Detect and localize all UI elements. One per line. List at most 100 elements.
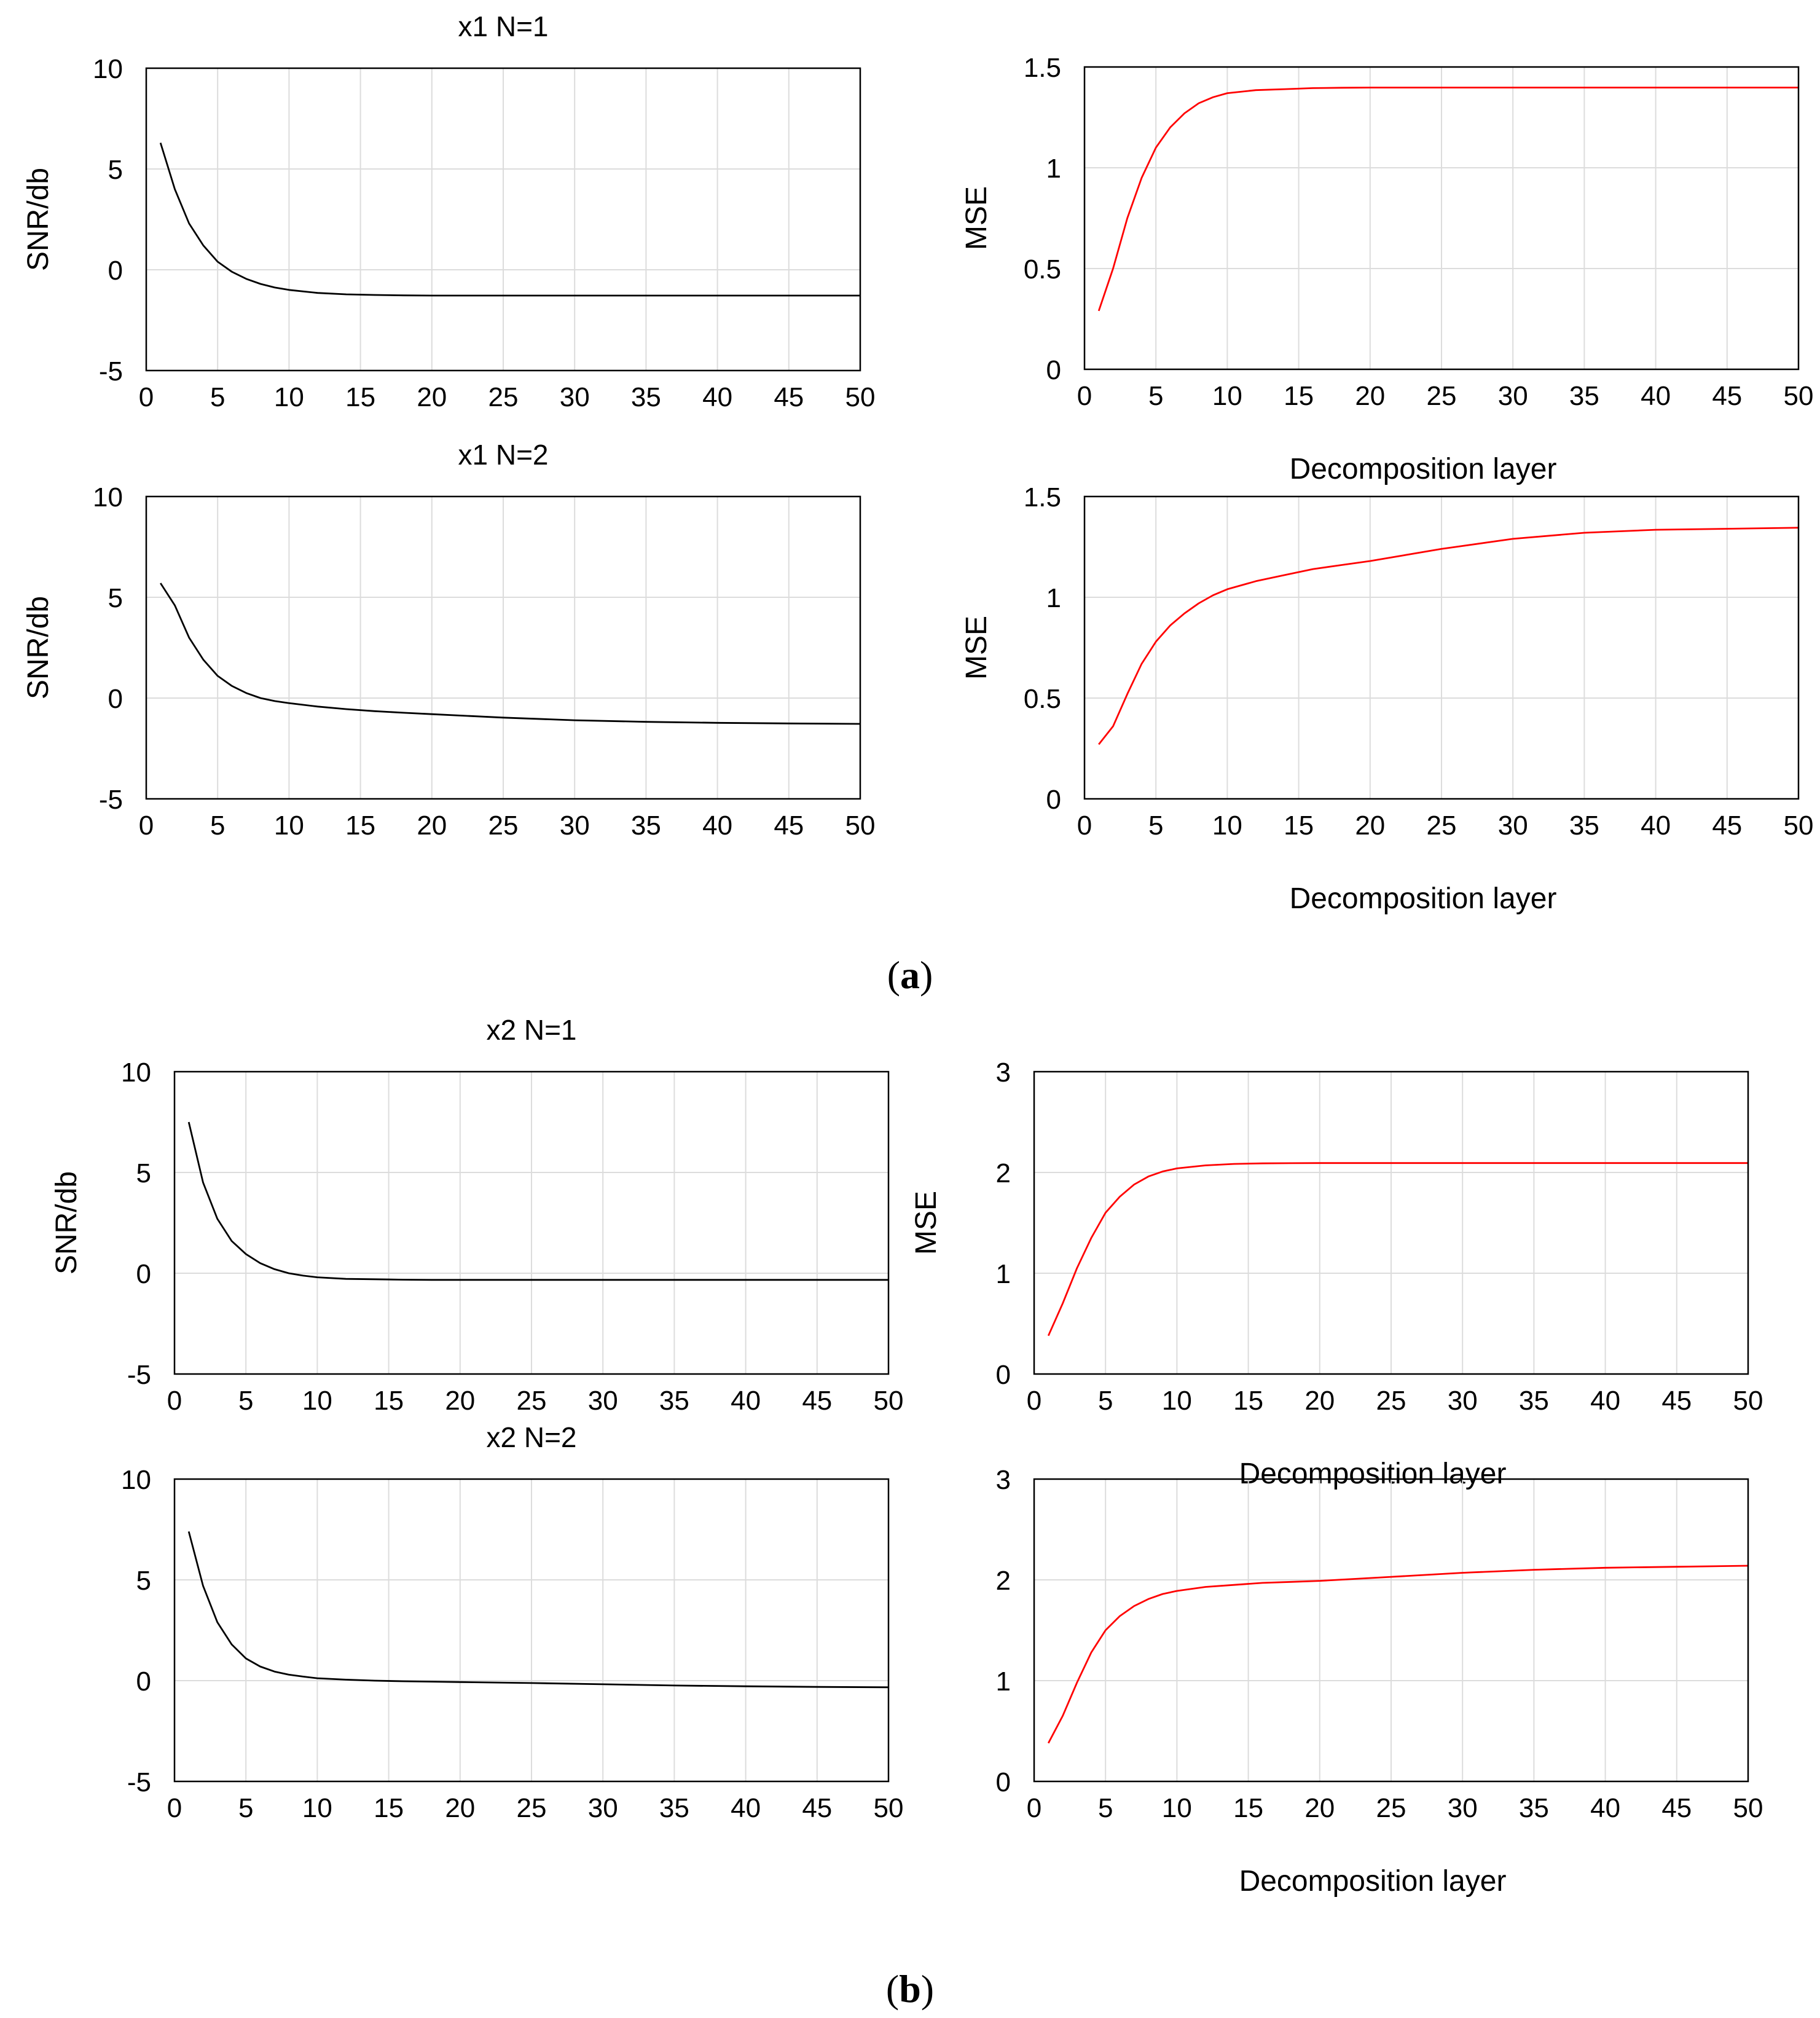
x-tick-label: 40 (731, 1386, 761, 1416)
y-tick-label: 10 (93, 54, 123, 84)
y-tick-label: 0 (1046, 785, 1061, 815)
y-tick-label: 0 (996, 1360, 1011, 1390)
y-tick-label: 2 (996, 1566, 1011, 1596)
chart-x1-n2-mse: 0 5 10 15 20 25 30 35 40 45 50 0 0.5 1 1.5 MSE Decomposi… (960, 482, 1813, 915)
x-tick-label: 10 (1162, 1793, 1192, 1823)
y-tick-label: 2 (996, 1158, 1011, 1188)
chart-title: x2 N=1 (486, 1014, 576, 1046)
plot-frame (145, 67, 861, 372)
y-tick-label: 0 (136, 1259, 151, 1289)
x-tick-label: 50 (1784, 381, 1814, 411)
chart-title: x1 N=2 (458, 439, 548, 471)
x-tick-label: 0 (1027, 1793, 1041, 1823)
x-tick-label: 30 (1498, 811, 1528, 841)
x-axis-title: Decomposition layer (1290, 453, 1557, 485)
x-tick-label: 40 (702, 382, 732, 412)
x-tick-label: 15 (345, 811, 375, 841)
chart-x1-n1-snr: 0 5 10 15 20 25 30 35 40 45 50 -5 0 5 10 x1 N=1 SNR/db (22, 10, 875, 412)
plot-frame (145, 495, 861, 800)
x-tick-label: 0 (167, 1386, 182, 1416)
x-tick-label: 20 (1355, 381, 1385, 411)
x-tick-label: 0 (167, 1793, 182, 1823)
y-axis-title: MSE (910, 1191, 943, 1255)
x-tick-label: 20 (1304, 1386, 1335, 1416)
x-tick-label: 25 (1376, 1793, 1406, 1823)
y-tick-label: 1 (996, 1259, 1011, 1289)
x-tick-label: 40 (1590, 1793, 1620, 1823)
x-tick-label: 45 (802, 1386, 832, 1416)
x-tick-label: 0 (1077, 811, 1092, 841)
x-tick-label: 30 (588, 1793, 618, 1823)
plot-frame (1083, 495, 1800, 800)
x-tick-label: 5 (1148, 811, 1163, 841)
series-line-mse (1098, 527, 1799, 745)
x-tick-label: 40 (1641, 381, 1671, 411)
x-tick-label: 5 (210, 382, 225, 412)
x-tick-label: 35 (1519, 1386, 1549, 1416)
x-tick-label: 5 (1148, 381, 1163, 411)
y-tick-label: 1 (996, 1667, 1011, 1697)
x-tick-label: 30 (560, 811, 590, 841)
x-tick-label: 10 (274, 382, 304, 412)
y-tick-label: 10 (121, 1058, 151, 1088)
x-tick-label: 10 (1212, 381, 1242, 411)
y-tick-label: 0 (108, 256, 123, 286)
chart-x2-n2-mse: 0 5 10 15 20 25 30 35 40 45 50 0 1 2 3 Decomposition la… (996, 1465, 1763, 1898)
x-tick-label: 20 (1355, 811, 1385, 841)
x-tick-label: 5 (1098, 1793, 1113, 1823)
x-tick-label: 15 (1284, 811, 1314, 841)
x-tick-label: 10 (302, 1386, 332, 1416)
x-axis-title: Decomposition layer (1290, 882, 1557, 915)
x-tick-label: 25 (1427, 381, 1457, 411)
x-tick-label: 15 (1233, 1793, 1263, 1823)
x-tick-label: 35 (659, 1386, 689, 1416)
series-line-snr (159, 142, 860, 297)
x-tick-label: 10 (274, 811, 304, 841)
y-tick-label: -5 (127, 1360, 151, 1390)
y-tick-label: 3 (996, 1465, 1011, 1495)
x-tick-label: 15 (345, 382, 375, 412)
panel-caption-a: (a) (887, 953, 933, 997)
x-tick-label: 35 (631, 382, 661, 412)
x-tick-label: 25 (1427, 811, 1457, 841)
x-tick-label: 10 (302, 1793, 332, 1823)
x-tick-label: 40 (1641, 811, 1671, 841)
x-tick-label: 45 (1661, 1793, 1692, 1823)
x-tick-label: 35 (1569, 811, 1599, 841)
x-tick-label: 30 (1448, 1386, 1478, 1416)
y-axis-title: MSE (960, 616, 993, 680)
y-tick-label: 1 (1046, 583, 1061, 613)
x-tick-label: 40 (1590, 1386, 1620, 1416)
y-tick-label: 0 (136, 1667, 151, 1697)
y-tick-label: 5 (136, 1158, 151, 1188)
x-tick-label: 15 (374, 1386, 404, 1416)
y-axis-title: SNR/db (50, 1171, 83, 1274)
x-tick-label: 25 (517, 1793, 547, 1823)
x-tick-label: 45 (1712, 811, 1742, 841)
y-tick-label: -5 (127, 1767, 151, 1797)
y-tick-label: 0.5 (1024, 684, 1061, 714)
series-line-mse (1047, 1162, 1748, 1337)
x-tick-label: 35 (659, 1793, 689, 1823)
y-tick-label: 10 (93, 482, 123, 512)
x-tick-label: 50 (845, 382, 876, 412)
x-tick-label: 50 (1733, 1386, 1763, 1416)
x-tick-label: 35 (1569, 381, 1599, 411)
x-tick-label: 40 (702, 811, 732, 841)
x-tick-label: 30 (560, 382, 590, 412)
x-tick-label: 45 (1712, 381, 1742, 411)
y-tick-label: 0 (996, 1767, 1011, 1797)
x-tick-label: 5 (210, 811, 225, 841)
x-tick-label: 0 (139, 382, 154, 412)
x-tick-label: 20 (417, 811, 447, 841)
y-axis-title: MSE (960, 186, 993, 250)
x-tick-label: 50 (874, 1793, 904, 1823)
x-tick-label: 5 (238, 1793, 253, 1823)
plot-frame (1033, 1070, 1749, 1375)
x-tick-label: 0 (1027, 1386, 1041, 1416)
series-line-snr (160, 583, 861, 725)
x-tick-label: 30 (588, 1386, 618, 1416)
x-tick-label: 45 (802, 1793, 832, 1823)
x-tick-label: 25 (1376, 1386, 1406, 1416)
